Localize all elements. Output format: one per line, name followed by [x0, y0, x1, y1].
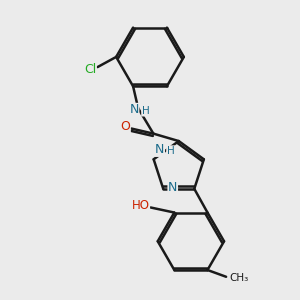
Text: CH₃: CH₃	[229, 274, 249, 284]
Text: H: H	[142, 106, 149, 116]
Text: HO: HO	[131, 199, 149, 212]
Text: O: O	[120, 120, 130, 133]
Text: H: H	[167, 146, 175, 156]
Text: N: N	[168, 181, 177, 194]
Text: N: N	[155, 143, 164, 156]
Text: N: N	[129, 103, 139, 116]
Text: Cl: Cl	[84, 63, 96, 76]
